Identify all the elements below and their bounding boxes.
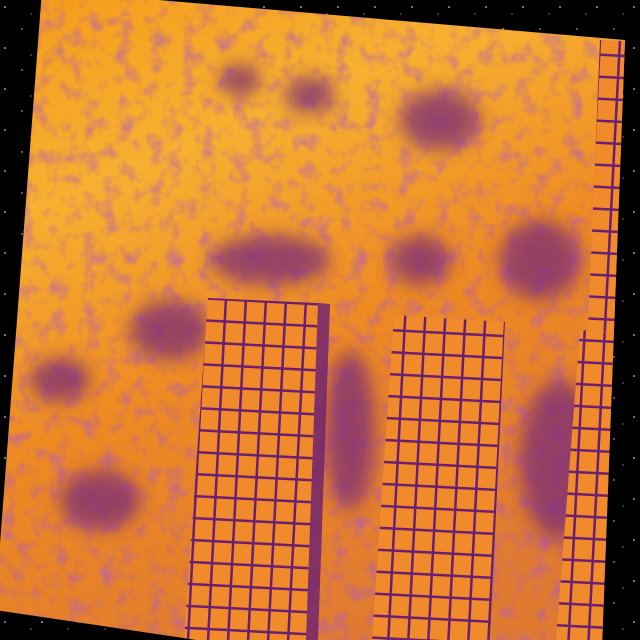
- solar-panel-row: [184, 298, 318, 640]
- solar-panel-row: [372, 315, 505, 640]
- solar-panel-row: [588, 40, 625, 335]
- panel-gap: [306, 303, 330, 640]
